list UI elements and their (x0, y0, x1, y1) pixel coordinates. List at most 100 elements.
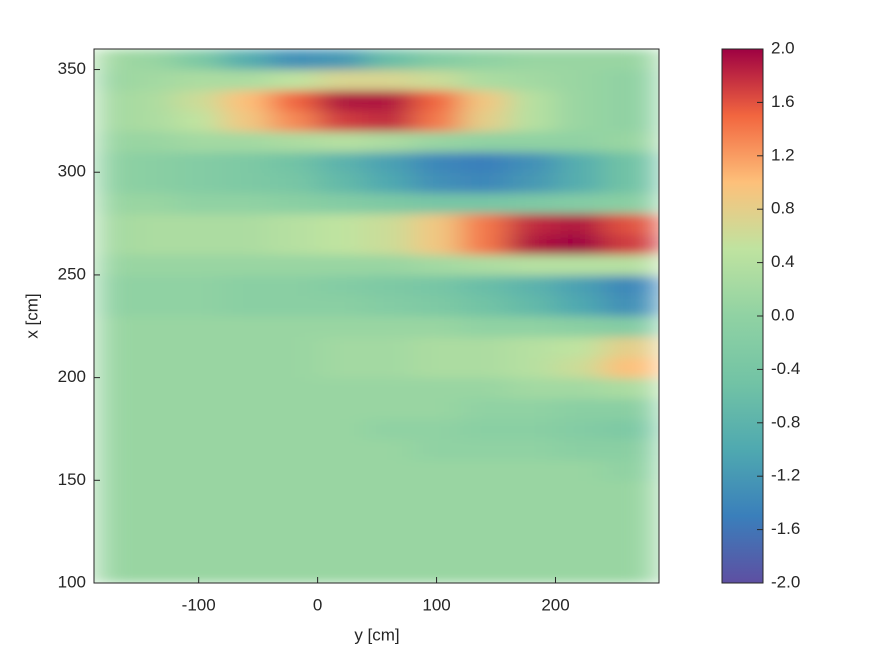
heatmap-cell (127, 110, 176, 132)
heatmap-cell (94, 398, 128, 420)
heatmap-cell (507, 459, 557, 481)
heatmap-cell (222, 151, 271, 173)
heatmap-cell (94, 131, 128, 153)
heatmap-cell (365, 316, 414, 338)
heatmap-cell (603, 562, 659, 583)
heatmap-cell (507, 90, 557, 112)
colorbar-tick-label: -2.0 (771, 572, 800, 591)
heatmap-cell (507, 418, 557, 440)
heatmap-cell (270, 541, 319, 563)
heatmap-cell (222, 336, 271, 358)
heatmap-cell (270, 377, 319, 399)
heatmap-cell (365, 500, 414, 522)
heatmap-cell (460, 192, 509, 214)
heatmap-cell (174, 131, 223, 153)
heatmap-cell (174, 377, 223, 399)
heatmap-cell (603, 172, 659, 194)
heatmap-cell (94, 274, 128, 296)
heatmap-cell (174, 316, 223, 338)
heatmap-cell (270, 418, 319, 440)
heatmap-cell (555, 295, 604, 317)
heatmap-cell (365, 480, 414, 502)
heatmap-cell (412, 110, 461, 132)
heatmap-cell (460, 377, 509, 399)
y-tick-label: 150 (58, 470, 86, 489)
heatmap-cell (555, 69, 604, 91)
heatmap-cell (412, 213, 461, 235)
heatmap-cell (507, 439, 557, 461)
heatmap-cell (94, 233, 128, 255)
heatmap-cell (94, 172, 128, 194)
heatmap-cell (317, 254, 366, 276)
heatmap-cell (555, 90, 604, 112)
heatmap-cell (94, 357, 128, 379)
heatmap-cell (222, 480, 271, 502)
heatmap-cell (222, 398, 271, 420)
heatmap-cell (555, 480, 604, 502)
heatmap-cell (460, 418, 509, 440)
heatmap-cell (603, 480, 659, 502)
heatmap-cell (555, 213, 604, 235)
heatmap-cell (270, 192, 319, 214)
heatmap-cell (270, 562, 319, 583)
y-tick-label: 250 (58, 264, 86, 283)
heatmap-cell (555, 192, 604, 214)
heatmap-cell (365, 151, 414, 173)
heatmap-cell (460, 398, 509, 420)
heatmap-cell (603, 500, 659, 522)
heatmap-cell (507, 233, 557, 255)
heatmap-cell (270, 295, 319, 317)
heatmap-cell (222, 562, 271, 583)
heatmap-cell (460, 439, 509, 461)
heatmap-cell (412, 459, 461, 481)
heatmap-cell (365, 172, 414, 194)
heatmap-cell (270, 131, 319, 153)
heatmap-cell (317, 418, 366, 440)
heatmap-cell (507, 172, 557, 194)
heatmap-cell (94, 418, 128, 440)
heatmap-cell (507, 377, 557, 399)
heatmap-cell (603, 541, 659, 563)
y-axis-label: x [cm] (22, 293, 41, 338)
heatmap-cell (412, 541, 461, 563)
heatmap-cell (555, 439, 604, 461)
heatmap-cell (94, 90, 128, 112)
colorbar-tick-label: 1.2 (771, 145, 795, 164)
heatmap-cell (365, 336, 414, 358)
heatmap-cell (555, 49, 604, 71)
heatmap-cell (127, 274, 176, 296)
heatmap-cell (174, 151, 223, 173)
heatmap-cell (317, 541, 366, 563)
heatmap-cell (365, 192, 414, 214)
heatmap-cell (174, 418, 223, 440)
heatmap-cell (174, 295, 223, 317)
heatmap-cell (412, 172, 461, 194)
x-axis-label: y [cm] (354, 625, 399, 644)
colorbar-tick-label: -1.6 (771, 519, 800, 538)
heatmap-cell (127, 295, 176, 317)
heatmap-cell (317, 274, 366, 296)
heatmap-cell (174, 254, 223, 276)
heatmap-cell (460, 90, 509, 112)
heatmap-cell (127, 377, 176, 399)
heatmap-cell (174, 357, 223, 379)
heatmap-cell (412, 274, 461, 296)
plot-frame (93, 48, 660, 584)
heatmap-cell (412, 480, 461, 502)
heatmap-cell (317, 69, 366, 91)
heatmap-cell (317, 459, 366, 481)
heatmap-cell (94, 541, 128, 563)
heatmap-cell (270, 521, 319, 543)
heatmap-cell (603, 131, 659, 153)
heatmap-cell (603, 110, 659, 132)
heatmap-cell (412, 316, 461, 338)
heatmap-cell (603, 151, 659, 173)
heatmap-cell (603, 316, 659, 338)
heatmap-cell (365, 357, 414, 379)
heatmap-cell (94, 110, 128, 132)
heatmap-cell (127, 131, 176, 153)
heatmap-cell (412, 377, 461, 399)
heatmap-cell (460, 541, 509, 563)
heatmap-cell (603, 377, 659, 399)
heatmap-cell (270, 357, 319, 379)
